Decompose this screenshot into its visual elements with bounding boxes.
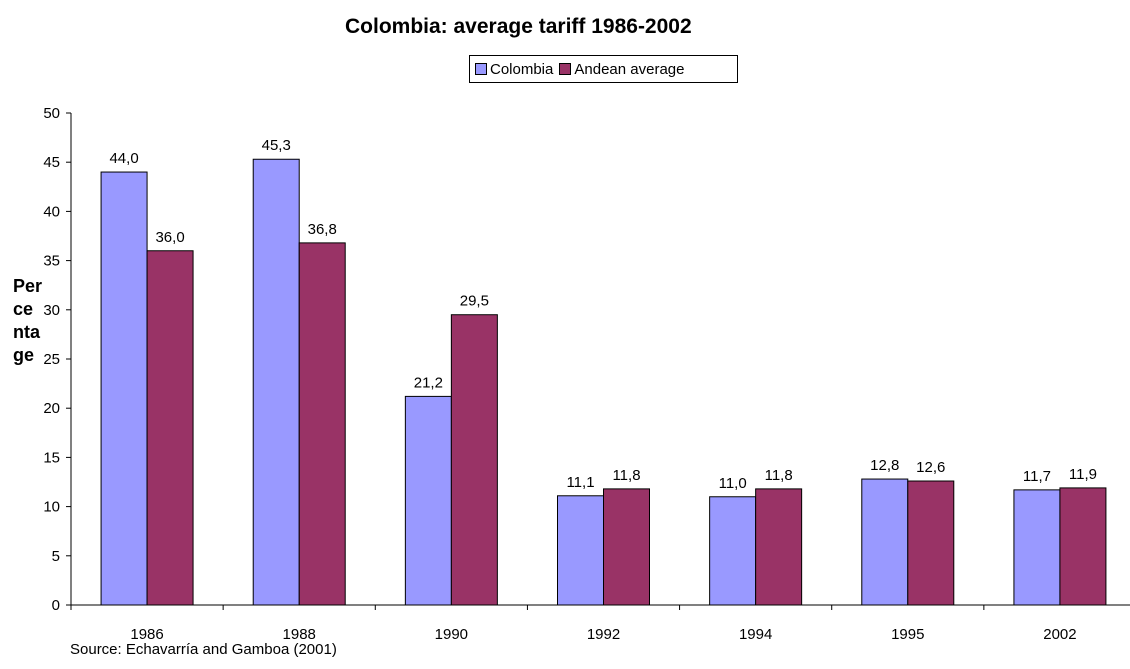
bar-andean-average-1992 <box>603 488 650 606</box>
legend: Colombia Andean average <box>469 55 738 83</box>
data-label: 45,3 <box>262 137 291 154</box>
x-tick-label: 1994 <box>739 626 772 643</box>
legend-label-colombia: Colombia <box>490 60 554 78</box>
data-label: 12,8 <box>870 457 899 474</box>
y-tick-label: 45 <box>43 154 60 171</box>
x-tick-label: 1992 <box>587 626 620 643</box>
bar-andean-average-1990 <box>450 314 498 606</box>
bar-andean-average-1986 <box>146 250 194 606</box>
data-label: 21,2 <box>414 374 443 391</box>
data-label: 11,0 <box>719 475 747 492</box>
y-tick-label: 40 <box>43 203 60 220</box>
y-tick-label: 30 <box>43 302 60 319</box>
data-label: 12,6 <box>916 459 945 476</box>
x-tick-label: 2002 <box>1043 626 1076 643</box>
data-label: 44,0 <box>109 150 138 167</box>
bar-colombia-1988 <box>252 158 300 606</box>
y-tick-label: 25 <box>43 351 60 368</box>
bar-colombia-1995 <box>861 478 909 606</box>
data-label: 11,7 <box>1023 468 1051 485</box>
legend-item-colombia: Colombia <box>475 61 553 78</box>
legend-swatch-colombia <box>475 63 487 75</box>
bar-andean-average-1988 <box>298 242 346 606</box>
y-tick-label: 35 <box>43 253 60 270</box>
bar-andean-average-1994 <box>755 488 803 606</box>
y-tick-label: 50 <box>43 105 60 122</box>
bar-colombia-1994 <box>709 496 757 606</box>
chart-title: Colombia: average tariff 1986-2002 <box>345 15 692 38</box>
data-label: 36,8 <box>308 221 337 238</box>
data-label: 36,0 <box>155 229 184 246</box>
y-tick-label: 5 <box>52 548 60 565</box>
y-tick-label: 15 <box>43 449 60 466</box>
y-tick-label: 10 <box>43 499 60 516</box>
legend-label-andean-average: Andean average <box>574 60 685 78</box>
x-tick-label: 1988 <box>283 626 316 643</box>
bar-colombia-1992 <box>557 495 604 606</box>
x-tick-label: 1986 <box>130 626 163 643</box>
bar-colombia-1990 <box>404 395 452 606</box>
bar-colombia-2002 <box>1013 489 1061 606</box>
legend-item-andean-average: Andean average <box>559 61 684 78</box>
bar-colombia-1986 <box>100 171 148 606</box>
y-tick-label: 0 <box>52 597 60 614</box>
x-tick-label: 1995 <box>891 626 924 643</box>
x-tick-label: 1990 <box>435 626 468 643</box>
y-tick-label: 20 <box>43 400 60 417</box>
data-label: 11,8 <box>765 467 793 484</box>
data-label: 29,5 <box>460 293 489 310</box>
data-label: 11,8 <box>612 467 640 484</box>
legend-swatch-andean-average <box>559 63 572 75</box>
source-note: Source: Echavarría and Gamboa (2001) <box>70 641 337 658</box>
data-label: 11,9 <box>1069 466 1097 483</box>
data-label: 11,1 <box>566 474 594 491</box>
bar-andean-average-1995 <box>907 480 955 606</box>
y-axis-label: Percentage <box>13 276 43 365</box>
bar-andean-average-2002 <box>1059 487 1107 606</box>
